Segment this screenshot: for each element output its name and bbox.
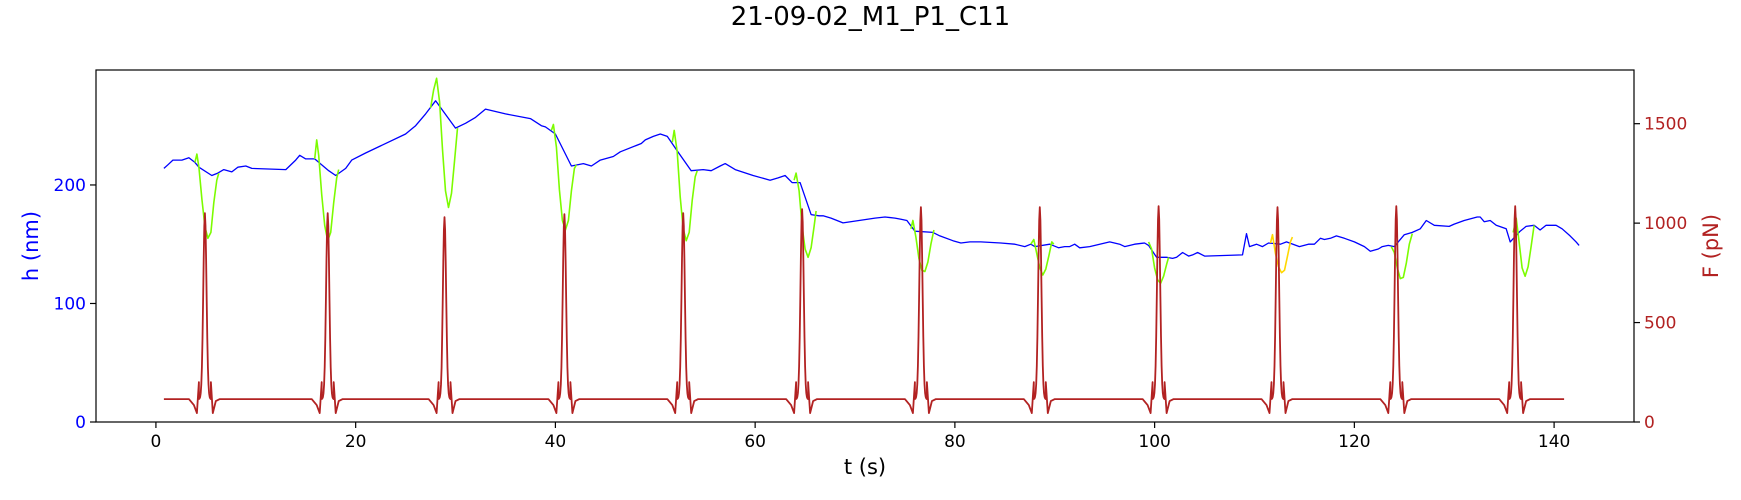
plot-frame	[95, 69, 1635, 423]
y-right-tick-label: 1500	[1644, 115, 1687, 135]
pull-segment	[671, 129, 698, 242]
pull-segment	[429, 77, 459, 209]
x-tick-label: 140	[1538, 432, 1570, 452]
x-axis-label: t (s)	[844, 455, 886, 479]
x-tick-label: 20	[345, 432, 367, 452]
y-left-axis-label: h (nm)	[19, 211, 43, 281]
pull-segment	[793, 172, 817, 259]
x-tick-label: 100	[1138, 432, 1170, 452]
x-tick-label: 0	[151, 432, 162, 452]
y-right-tick-label: 0	[1644, 413, 1655, 433]
y-right-tick-label: 500	[1644, 314, 1676, 334]
y-left-tick-label: 200	[54, 176, 86, 196]
x-tick-label: 120	[1338, 432, 1370, 452]
y-left-tick-label: 100	[54, 294, 86, 314]
height-line	[163, 100, 1580, 260]
chart-title: 21-09-02_M1_P1_C11	[730, 2, 1011, 32]
y-right-tick-label: 1000	[1644, 214, 1687, 234]
y-left-tick-label: 0	[75, 413, 86, 433]
force-line	[163, 205, 1565, 415]
pull-segment	[194, 153, 220, 240]
y-right-axis-label: F (pN)	[1699, 214, 1723, 278]
x-tick-label: 80	[944, 432, 966, 452]
ticks-layer: 0 20 40 60 80 100 120 140 0 100 200 0 500 1000 1500	[54, 115, 1688, 452]
pull-segment	[1147, 241, 1170, 285]
pull-segment	[1269, 233, 1294, 274]
x-tick-label: 40	[545, 432, 567, 452]
x-tick-label: 60	[744, 432, 766, 452]
pull-segment	[1030, 238, 1055, 276]
series-layer	[163, 77, 1580, 415]
